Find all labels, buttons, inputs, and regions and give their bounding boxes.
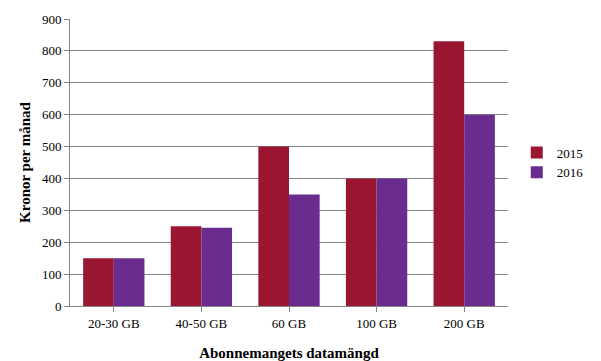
svg-text:Kronor per månad: Kronor per månad bbox=[17, 101, 33, 223]
svg-text:0: 0 bbox=[55, 299, 62, 314]
svg-text:Abonnemangets datamängd: Abonnemangets datamängd bbox=[199, 345, 379, 361]
svg-text:500: 500 bbox=[42, 139, 62, 154]
svg-text:700: 700 bbox=[42, 75, 62, 90]
svg-text:800: 800 bbox=[42, 43, 62, 58]
svg-text:60 GB: 60 GB bbox=[272, 316, 307, 331]
svg-text:200: 200 bbox=[42, 235, 62, 250]
svg-text:20-30 GB: 20-30 GB bbox=[88, 316, 140, 331]
svg-text:2015: 2015 bbox=[557, 146, 583, 161]
svg-text:40-50 GB: 40-50 GB bbox=[176, 316, 228, 331]
svg-text:200 GB: 200 GB bbox=[444, 316, 485, 331]
svg-text:100: 100 bbox=[42, 267, 62, 282]
svg-text:600: 600 bbox=[42, 107, 62, 122]
svg-text:400: 400 bbox=[42, 171, 62, 186]
svg-text:900: 900 bbox=[42, 12, 62, 27]
svg-text:2016: 2016 bbox=[557, 165, 584, 180]
svg-text:100 GB: 100 GB bbox=[356, 316, 397, 331]
svg-text:300: 300 bbox=[42, 203, 62, 218]
